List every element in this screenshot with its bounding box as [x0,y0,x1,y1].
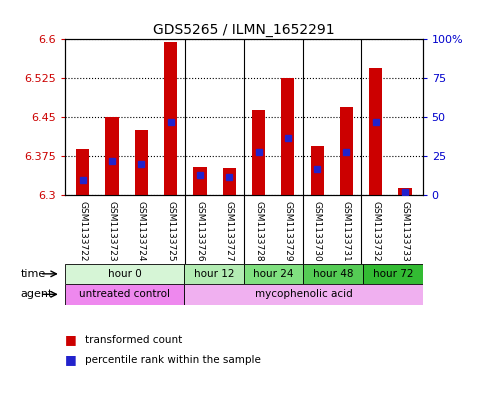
Bar [105,118,119,195]
Bar [65,264,185,284]
Bar [185,264,244,284]
Text: GSM1133731: GSM1133731 [342,201,351,262]
Text: GSM1133733: GSM1133733 [400,201,410,262]
Bar [185,284,423,305]
Bar [281,78,295,195]
Text: hour 48: hour 48 [313,269,354,279]
Text: untreated control: untreated control [79,289,170,299]
Text: percentile rank within the sample: percentile rank within the sample [85,354,260,365]
Text: GSM1133724: GSM1133724 [137,201,146,261]
Text: mycophenolic acid: mycophenolic acid [255,289,353,299]
Bar [252,110,265,195]
Bar [135,130,148,195]
Text: transformed count: transformed count [85,335,182,345]
Bar [244,264,303,284]
Title: GDS5265 / ILMN_1652291: GDS5265 / ILMN_1652291 [153,23,335,37]
Bar [223,168,236,195]
Text: GSM1133722: GSM1133722 [78,201,87,261]
Bar [363,264,423,284]
Bar [65,284,185,305]
Text: ■: ■ [65,333,77,347]
Text: hour 72: hour 72 [372,269,413,279]
Text: GSM1133728: GSM1133728 [254,201,263,261]
Text: hour 0: hour 0 [108,269,142,279]
Bar [369,68,383,195]
Text: hour 24: hour 24 [254,269,294,279]
Text: ■: ■ [65,353,77,366]
Text: GSM1133730: GSM1133730 [313,201,322,262]
Bar [76,149,89,195]
Text: GSM1133729: GSM1133729 [284,201,292,261]
Bar [311,146,324,195]
Bar [303,264,363,284]
Bar [340,107,353,195]
Text: GSM1133726: GSM1133726 [196,201,204,261]
Text: GSM1133725: GSM1133725 [166,201,175,261]
Text: hour 12: hour 12 [194,269,234,279]
Bar [193,167,207,195]
Text: time: time [20,269,46,279]
Bar [164,42,177,195]
Text: GSM1133723: GSM1133723 [108,201,116,261]
Bar [398,187,412,195]
Text: agent: agent [20,289,53,299]
Text: GSM1133732: GSM1133732 [371,201,380,261]
Text: GSM1133727: GSM1133727 [225,201,234,261]
